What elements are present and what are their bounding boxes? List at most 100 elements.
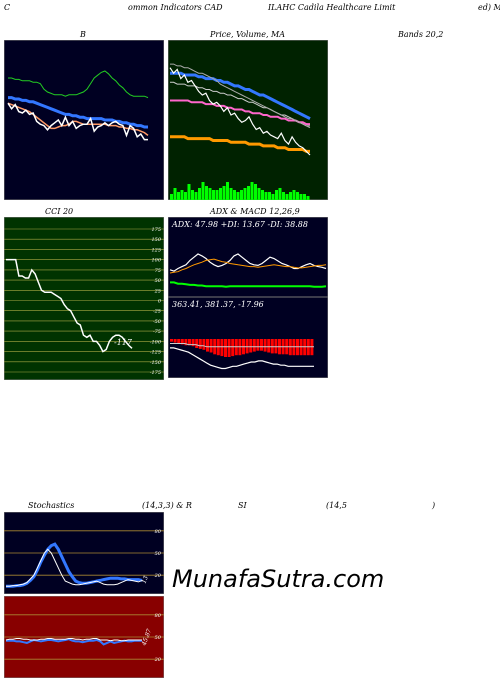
bollinger-series-3 bbox=[7, 102, 148, 141]
cci-panel: 175 150 125 100 75 50 25 0 -25 -50 -75 -100 -125 -150… bbox=[4, 217, 164, 380]
header-mid-1: ommon Indicators CAD bbox=[128, 3, 223, 12]
macd-histogram-bar bbox=[252, 339, 256, 352]
cci-tick-label: 100 bbox=[151, 258, 161, 264]
price-series-5 bbox=[169, 67, 311, 156]
stoch-d-line bbox=[6, 542, 143, 588]
volume-bar bbox=[236, 192, 240, 200]
volume-bar bbox=[303, 194, 306, 200]
volume-bar bbox=[208, 188, 212, 200]
macd-histogram-bar bbox=[202, 339, 206, 350]
macd-histogram-bar bbox=[270, 339, 274, 354]
volume-bar bbox=[177, 192, 180, 200]
bands-title: Bands 20,2 bbox=[398, 30, 444, 39]
bollinger-panel bbox=[4, 40, 164, 200]
volume-bar bbox=[240, 190, 243, 200]
volume-bar bbox=[219, 188, 222, 200]
macd-histogram-bar bbox=[191, 339, 195, 347]
macd-histogram-bar bbox=[267, 339, 271, 353]
macd-histogram-bar bbox=[263, 339, 267, 352]
stoch-k-line bbox=[6, 548, 143, 587]
volume-bar bbox=[194, 192, 198, 200]
tick-label: 50 bbox=[155, 551, 162, 557]
cci-tick-label: 175 bbox=[151, 227, 161, 233]
macd-histogram-bar bbox=[180, 339, 184, 345]
cci-tick-label: 150 bbox=[151, 237, 161, 243]
bollinger-title: B bbox=[80, 30, 86, 39]
price-series-0 bbox=[170, 135, 310, 153]
cci-value-label: -117 bbox=[114, 338, 133, 347]
volume-bar bbox=[268, 192, 271, 200]
tick-label: 20 bbox=[154, 573, 162, 579]
volume-bar bbox=[299, 194, 303, 200]
volume-bar bbox=[226, 182, 229, 200]
header-mid-2: ILAHC Cadila Healthcare Limit bbox=[268, 3, 396, 12]
volume-bar bbox=[285, 194, 289, 200]
volume-bar bbox=[191, 190, 194, 200]
volume-bar bbox=[184, 192, 187, 200]
cci-tick-label: -150 bbox=[150, 360, 162, 366]
volume-bar bbox=[180, 190, 184, 200]
macd-histogram-bar bbox=[170, 339, 173, 342]
adx-series-2 bbox=[170, 281, 327, 288]
stoch-title-1: Stochastics bbox=[28, 501, 75, 510]
volume-bar bbox=[292, 190, 296, 200]
header-right: ed) M bbox=[478, 3, 500, 12]
macd-histogram-bar bbox=[195, 339, 199, 348]
cci-tick-label: 50 bbox=[155, 278, 162, 284]
stoch-value-label: 13 bbox=[141, 575, 150, 585]
price-title: Price, Volume, MA bbox=[210, 30, 286, 39]
macd-histogram-bar bbox=[231, 339, 235, 357]
macd-histogram-bar bbox=[260, 339, 263, 351]
bollinger-series-0 bbox=[8, 70, 149, 99]
macd-histogram-bar bbox=[198, 339, 202, 349]
price-series-3 bbox=[170, 81, 310, 127]
stoch-title-5: ) bbox=[432, 501, 436, 510]
volume-bar bbox=[261, 190, 264, 200]
cci-tick-label: 125 bbox=[151, 247, 161, 253]
bollinger-series-1 bbox=[8, 96, 148, 129]
macd-histogram-bar bbox=[173, 339, 177, 343]
price-volume-panel bbox=[168, 40, 328, 200]
price-series-4 bbox=[170, 63, 311, 129]
macd-histogram-bar bbox=[184, 339, 188, 346]
macd-histogram-bar bbox=[256, 339, 260, 351]
volume-bar bbox=[229, 188, 233, 200]
volume-bar bbox=[254, 184, 257, 200]
macd-histogram-bar bbox=[209, 339, 213, 353]
cci-title: CCI 20 bbox=[45, 207, 74, 216]
volume-bar bbox=[173, 188, 177, 200]
cci-tick-label: -125 bbox=[150, 350, 161, 356]
volume-bar bbox=[233, 190, 236, 200]
volume-bar bbox=[257, 188, 261, 200]
volume-bar bbox=[222, 186, 226, 200]
macd-histogram-bar bbox=[224, 339, 227, 357]
cci-tick-label: 0 bbox=[158, 299, 162, 305]
adx-macd-title: ADX & MACD 12,26,9 bbox=[210, 207, 300, 216]
macd-histogram-bar bbox=[206, 339, 209, 352]
volume-bar bbox=[264, 192, 268, 200]
volume-bar bbox=[306, 196, 310, 200]
macd-histogram-bar bbox=[249, 339, 253, 353]
tick-label: 50 bbox=[155, 635, 162, 641]
cci-tick-label: -25 bbox=[153, 309, 161, 315]
macd-histogram-bar bbox=[177, 339, 181, 344]
tick-label: 20 bbox=[154, 657, 162, 663]
adx-readout: ADX: 47.98 +DI: 13.67 -DI: 38.88 bbox=[171, 220, 308, 229]
adx-panel: ADX: 47.98 +DI: 13.67 -DI: 38.88 bbox=[168, 217, 328, 297]
cci-tick-label: -75 bbox=[153, 329, 161, 335]
volume-bar bbox=[198, 188, 201, 200]
macd-readout: 363.41, 381.37, -17.96 bbox=[172, 300, 264, 309]
macd-histogram-bar bbox=[220, 339, 224, 357]
macd-histogram-bar bbox=[274, 339, 278, 354]
macd-signal-line bbox=[170, 343, 314, 348]
volume-bar bbox=[275, 190, 278, 200]
price-series-1 bbox=[170, 99, 310, 126]
volume-bar bbox=[247, 186, 250, 200]
cci-tick-label: -50 bbox=[153, 319, 162, 325]
macd-histogram-bar bbox=[188, 339, 191, 346]
header-left: C bbox=[4, 3, 11, 12]
volume-bar bbox=[170, 194, 173, 200]
volume-bar bbox=[215, 190, 219, 200]
volume-bar bbox=[250, 182, 254, 200]
